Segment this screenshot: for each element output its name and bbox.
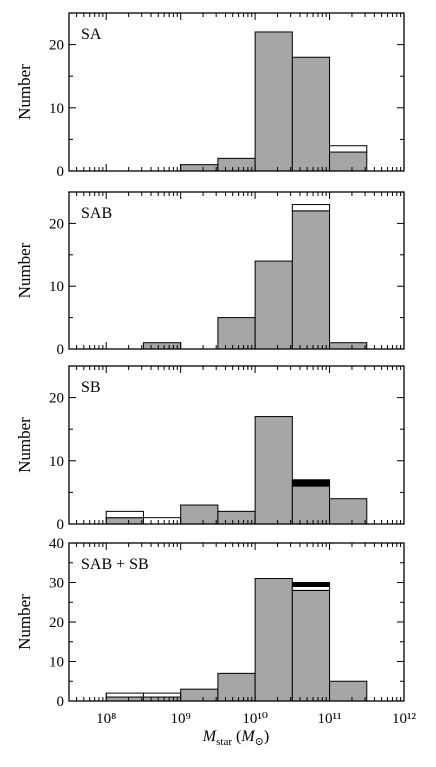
x-tick-label: 10¹² [392,711,416,727]
bar-open-bin-1 [105,692,144,698]
y-tick-label: 0 [57,342,65,358]
bar-gray-bin-5 [254,260,293,350]
panel-2: 0 10 20 SAB Number [15,191,405,358]
bar-open-bin-1 [105,510,144,519]
x-tick-label: 10⁹ [171,711,191,727]
panel-frame [68,365,405,525]
panel-frame [68,12,405,172]
y-tick-label: 20 [49,615,64,631]
bar-gray-bin-6 [291,485,331,525]
y-tick-label: 20 [49,391,64,407]
x-axis-label: Mstar (M⊙) [202,728,269,748]
y-tick-label: 0 [57,164,65,180]
bar-gray-bin-7 [329,342,368,350]
bar-gray-bin-3 [180,504,219,525]
panel-label: SB [81,379,101,396]
bar-gray-bin-5 [254,31,293,172]
bar-gray-bin-6 [291,56,331,172]
bar-gray-bin-1 [105,517,144,525]
panel-label: SAB [81,205,112,222]
y-tick-label: 40 [49,536,64,552]
y-axis-label: Number [15,594,34,650]
bar-gray-bin-6 [291,210,331,350]
bar-gray-bin-2 [142,342,182,350]
y-tick-label: 10 [49,655,64,671]
bar-open-bin-6 [291,204,331,212]
bar-gray-bin-4 [217,157,256,172]
bar-open-bin-2 [142,517,182,525]
y-axis-label: Number [15,64,34,120]
y-tick-label: 20 [49,38,64,54]
bar-gray-bin-7 [329,151,368,172]
y-axis-label: Number [15,242,34,298]
y-tick-label: 10 [49,101,64,117]
y-tick-label: 0 [57,517,65,533]
bar-gray-bin-7 [329,680,368,702]
panel-4: 0 10 20 30 40 10⁸ 10⁹ 10¹⁰ 10¹¹ 10¹² SAB + SB Numbe… [15,536,416,727]
y-tick-label: 10 [49,279,64,295]
panel-label: SA [81,26,102,43]
bar-gray-bin-3 [180,164,219,172]
x-tick-label: 10⁸ [96,711,116,727]
bar-gray-bin-4 [217,317,256,350]
y-tick-label: 10 [49,454,64,470]
x-tick-label: 10¹⁰ [242,711,268,727]
y-tick-label: 20 [49,216,64,232]
y-axis-label: Number [15,417,34,473]
bar-black-bin-6 [291,479,331,487]
bar-gray-bin-3 [180,688,219,702]
panel-frame [68,191,405,350]
panel-3: 0 10 20 SB Number [15,365,405,533]
y-tick-label: 0 [57,694,65,710]
bar-gray-bin-7 [329,498,368,525]
bar-gray-bin-5 [254,578,293,702]
panel-1: 0 10 20 SA Number [15,12,405,180]
bar-open-bin-7 [329,145,368,153]
bar-gray-bin-4 [217,672,256,702]
bar-gray-bin-6 [291,589,331,702]
y-tick-label: 30 [49,576,64,592]
bar-open-bin-6 [291,585,331,591]
bar-gray-bin-5 [254,416,293,525]
bar-open-bin-2 [142,692,182,698]
bar-gray-bin-4 [217,510,256,525]
panel-label: SAB + SB [81,556,149,573]
x-tick-label: 10¹¹ [318,711,342,727]
bar-black-bin-6 [291,582,331,587]
